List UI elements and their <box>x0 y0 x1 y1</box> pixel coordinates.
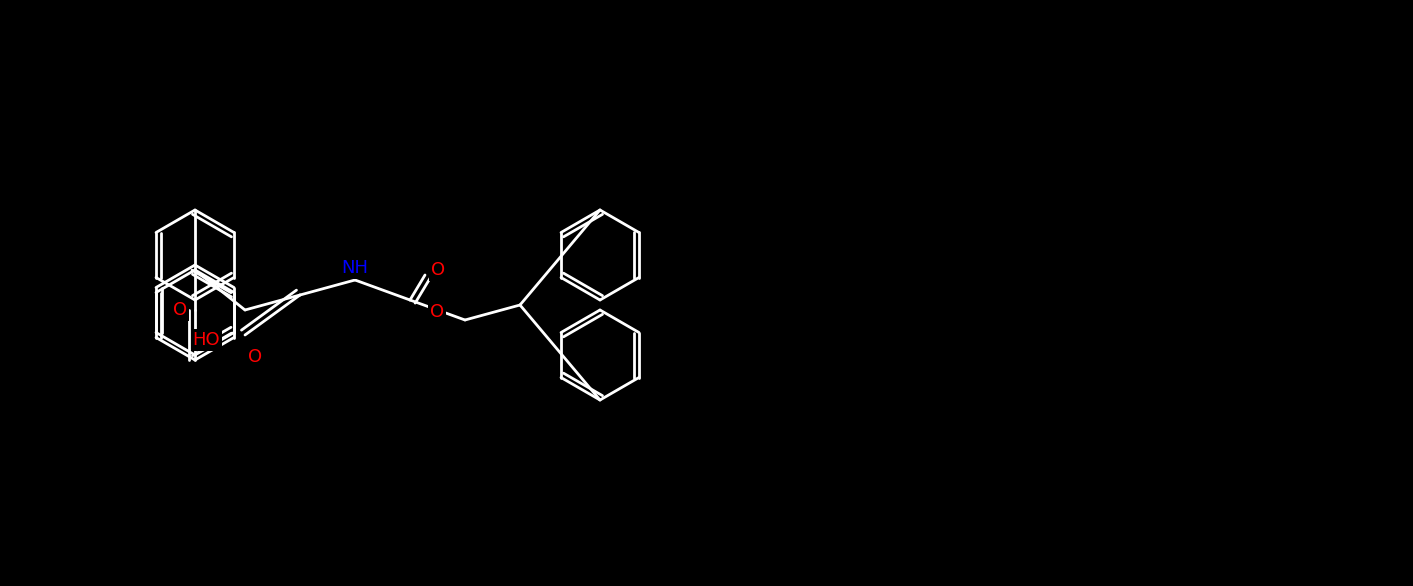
Text: HO: HO <box>192 331 220 349</box>
Text: NH: NH <box>342 259 369 277</box>
Text: O: O <box>247 348 261 366</box>
Text: O: O <box>431 261 445 279</box>
Text: O: O <box>172 301 187 319</box>
Text: O: O <box>430 303 444 321</box>
